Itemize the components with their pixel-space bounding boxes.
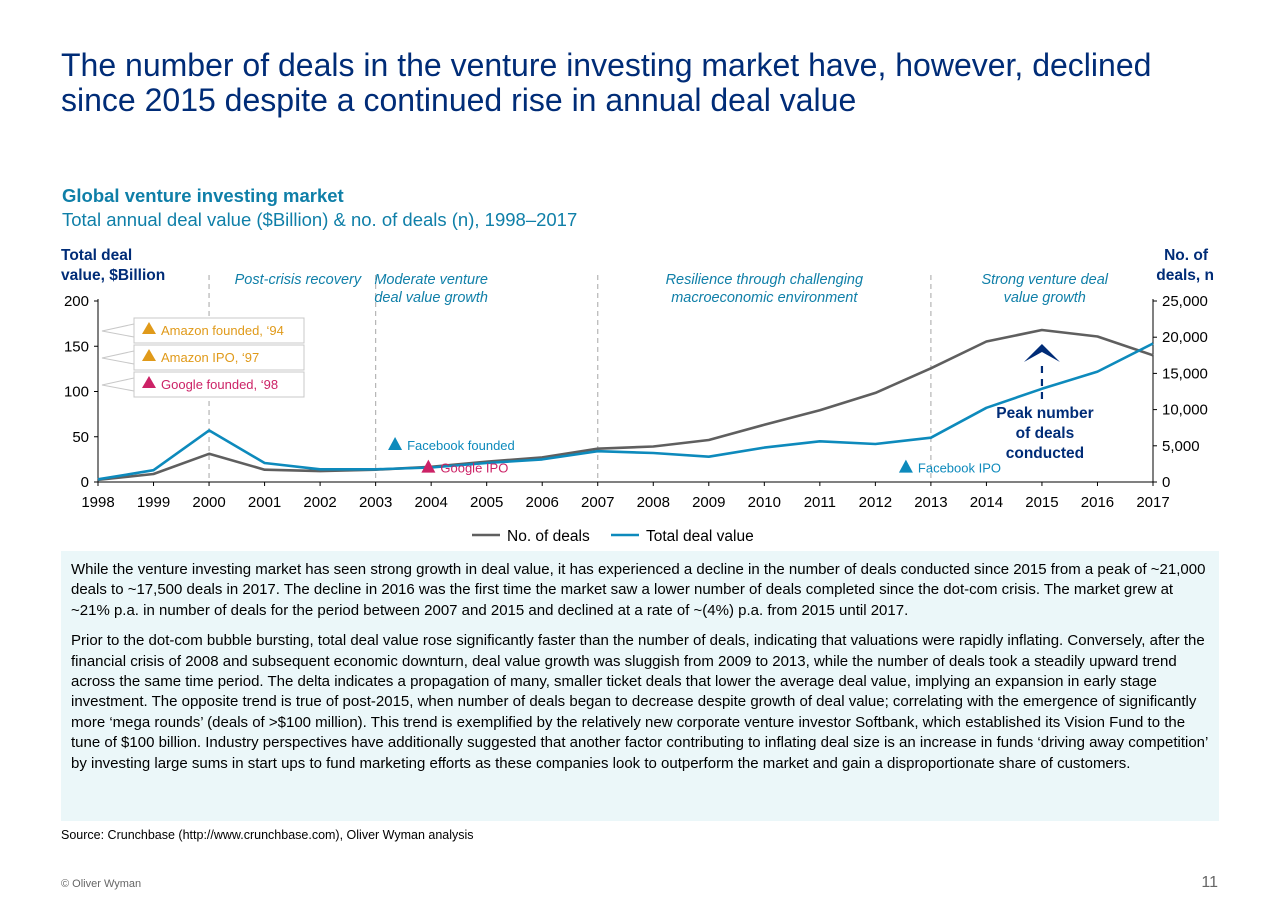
x-tick-label: 2002 (303, 494, 336, 511)
x-tick-label: 2013 (914, 494, 947, 511)
era-label: deal value growth (374, 290, 488, 306)
x-tick-label: 2003 (359, 494, 392, 511)
page-number: 11 (1201, 874, 1218, 891)
y-right-tick-label: 15,000 (1162, 365, 1208, 382)
callout-pointer (101, 377, 135, 392)
legend-label: Total deal value (646, 528, 754, 545)
x-tick-label: 2017 (1136, 494, 1169, 511)
y-left-tick-label: 50 (72, 429, 89, 446)
era-label: Strong venture deal (981, 272, 1108, 288)
y-right-tick-label: 5,000 (1162, 438, 1200, 455)
x-tick-label: 2000 (192, 494, 225, 511)
x-tick-label: 2009 (692, 494, 725, 511)
triangle-marker-icon (421, 459, 436, 473)
era-label: Moderate venture (374, 272, 488, 288)
era-label: Post-crisis recovery (235, 272, 362, 288)
y-right-label: No. of (1164, 247, 1209, 264)
y-left-tick-label: 100 (64, 384, 89, 401)
callout-pointer (101, 323, 135, 338)
callout-box (133, 344, 305, 371)
y-left-tick-label: 200 (64, 293, 89, 310)
x-tick-label: 2012 (859, 494, 892, 511)
y-left-tick-label: 150 (64, 338, 89, 355)
event-label: Facebook founded (407, 438, 515, 453)
peak-label: Peak number (996, 405, 1093, 422)
page-title: The number of deals in the venture inves… (61, 47, 1152, 118)
x-tick-label: 1999 (137, 494, 170, 511)
commentary-box: While the venture investing market has s… (61, 551, 1219, 821)
triangle-marker-icon (142, 349, 156, 361)
commentary-paragraph: Prior to the dot-com bubble bursting, to… (71, 632, 1208, 772)
x-tick-label: 2011 (804, 494, 836, 511)
x-tick-label: 1998 (81, 494, 114, 511)
peak-arrow-icon (1023, 344, 1060, 362)
x-tick-label: 2008 (637, 494, 670, 511)
x-tick-label: 2014 (970, 494, 1003, 511)
era-label: macroeconomic environment (671, 290, 858, 306)
callout-label: Amazon founded, ‘94 (161, 323, 284, 338)
line-chart: Post-crisis recovery Moderate venture deal… (61, 247, 1214, 545)
x-tick-label: 2006 (526, 494, 559, 511)
x-tick-label: 2004 (414, 494, 447, 511)
triangle-marker-icon (142, 376, 156, 388)
y-left-label: Total deal (61, 247, 132, 264)
y-right-label: deals, n (1156, 267, 1214, 284)
x-tick-label: 2015 (1025, 494, 1058, 511)
callout-box (133, 317, 305, 344)
callout-label: Amazon IPO, ‘97 (161, 350, 259, 365)
x-tick-label: 2007 (581, 494, 614, 511)
series-line-deals (97, 328, 1154, 482)
era-label: Resilience through challenging (666, 272, 864, 288)
x-tick-label: 2016 (1081, 494, 1114, 511)
y-right-tick-label: 10,000 (1162, 402, 1208, 419)
y-right-tick-label: 25,000 (1162, 293, 1208, 310)
x-tick-label: 2001 (248, 494, 281, 511)
x-tick-label: 2010 (748, 494, 781, 511)
y-right-tick-label: 0 (1162, 474, 1170, 491)
y-left-label: value, $Billion (61, 267, 165, 284)
chart-subtitle: Total annual deal value ($Billion) & no.… (62, 209, 578, 230)
y-left-tick-label: 0 (81, 474, 89, 491)
callout-pointer (101, 350, 135, 365)
source-note: Source: Crunchbase (http://www.crunchbas… (61, 828, 474, 842)
event-label: Google IPO (440, 461, 508, 476)
era-label: value growth (1004, 290, 1086, 306)
callout-label: Google founded, ‘98 (161, 377, 278, 392)
peak-label: of deals (1016, 425, 1075, 442)
callout-box (133, 371, 305, 398)
triangle-marker-icon (142, 322, 156, 334)
commentary-paragraph: While the venture investing market has s… (71, 561, 1206, 619)
peak-label: conducted (1006, 445, 1084, 462)
x-tick-label: 2005 (470, 494, 503, 511)
triangle-marker-icon (898, 459, 913, 473)
legend-label: No. of deals (507, 528, 590, 545)
chart-title: Global venture investing market (62, 185, 344, 206)
triangle-marker-icon (388, 436, 403, 450)
event-label: Facebook IPO (918, 461, 1001, 476)
series-line-value (97, 342, 1154, 481)
copyright: © Oliver Wyman (61, 878, 142, 890)
y-right-tick-label: 20,000 (1162, 329, 1208, 346)
